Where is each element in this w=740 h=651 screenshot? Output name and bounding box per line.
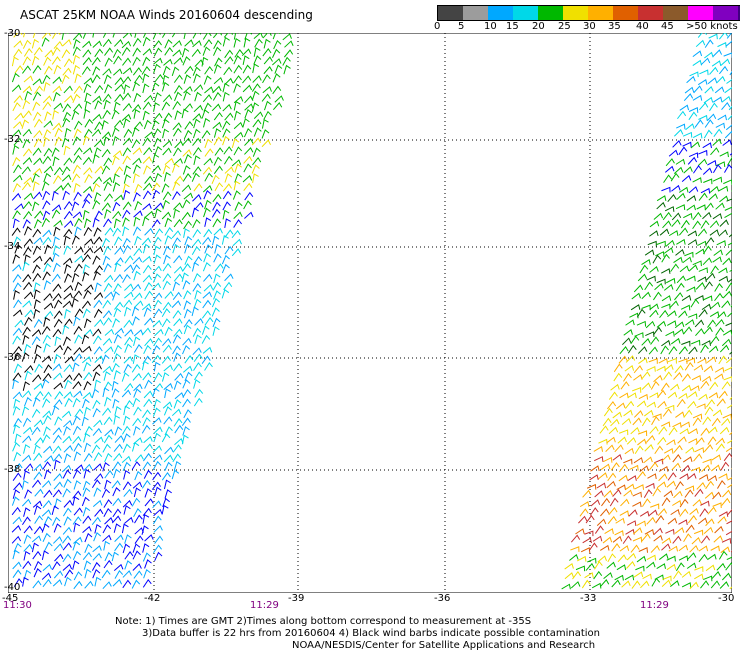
wind-speed-legend-bar [437, 5, 740, 21]
legend-swatch [588, 6, 613, 20]
legend-swatch [688, 6, 713, 20]
legend-label: 40 [636, 21, 649, 32]
legend-label: 35 [608, 21, 621, 32]
legend-swatch [513, 6, 538, 20]
legend-label: 25 [558, 21, 571, 32]
legend-label: 10 [484, 21, 497, 32]
legend-swatch [563, 6, 588, 20]
lat-label: -32 [4, 134, 20, 145]
legend-label: 5 [458, 21, 464, 32]
lon-label: -39 [288, 593, 304, 604]
lat-label: -34 [4, 241, 20, 252]
lat-label: -38 [4, 464, 20, 475]
swath-time-middle: 11:29 [250, 600, 279, 611]
legend-swatch [463, 6, 488, 20]
legend-swatch [663, 6, 688, 20]
legend-swatch [488, 6, 513, 20]
legend-swatch [713, 6, 738, 20]
lon-label: -36 [434, 593, 450, 604]
legend-label: 0 [434, 21, 440, 32]
lon-label: -42 [144, 593, 160, 604]
footnote-line-1: Note: 1) Times are GMT 2)Times along bot… [115, 616, 531, 627]
lat-label: -40 [4, 582, 20, 593]
lat-label: -36 [4, 352, 20, 363]
lon-label: -30 [718, 593, 734, 604]
wind-barb-map [8, 33, 732, 593]
map-title: ASCAT 25KM NOAA Winds 20160604 descendin… [20, 8, 313, 22]
legend-swatch [438, 6, 463, 20]
lat-label: -30 [4, 28, 20, 39]
legend-swatch [638, 6, 663, 20]
legend-label: 20 [532, 21, 545, 32]
legend-swatch [538, 6, 563, 20]
legend-label: >50 knots [686, 21, 738, 32]
legend-label: 30 [583, 21, 596, 32]
footnote-line-2: 3)Data buffer is 22 hrs from 20160604 4)… [142, 628, 600, 639]
lon-label: -33 [580, 593, 596, 604]
legend-swatch [613, 6, 638, 20]
swath-time-right: 11:29 [640, 600, 669, 611]
legend-label: 15 [506, 21, 519, 32]
footnote-credit: NOAA/NESDIS/Center for Satellite Applica… [292, 640, 595, 651]
swath-time-left: 11:30 [3, 600, 32, 611]
legend-label: 45 [661, 21, 674, 32]
